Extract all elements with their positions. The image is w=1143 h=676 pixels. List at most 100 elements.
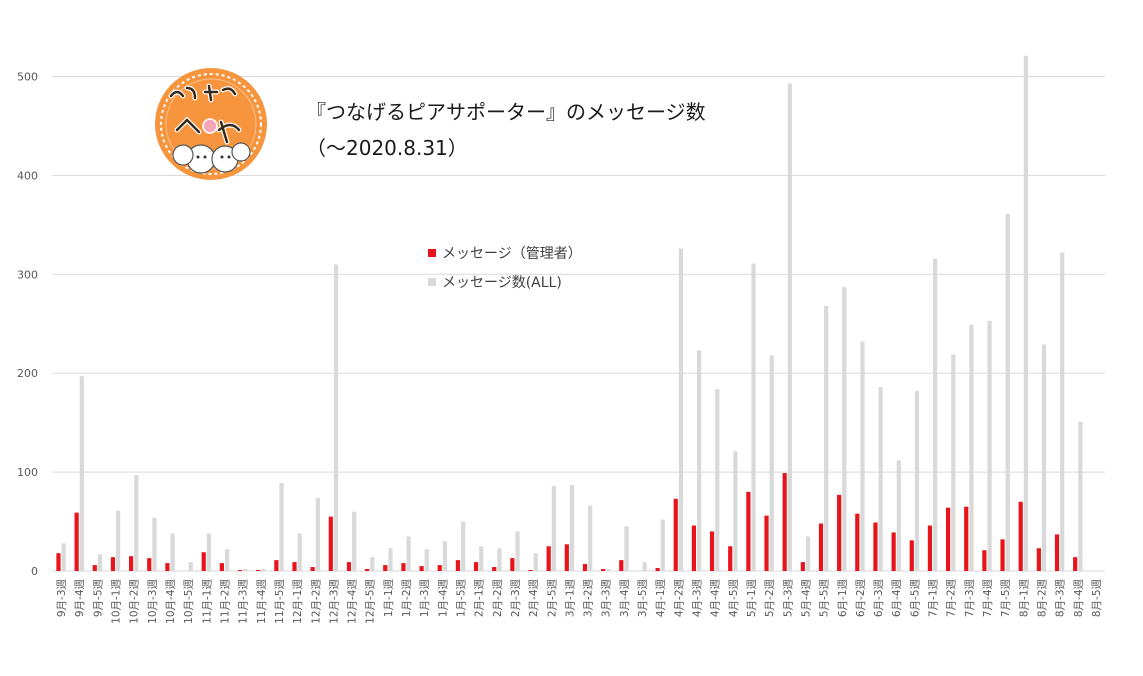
chart-title-line2: （～2020.8.31） — [306, 136, 468, 160]
bar-admin — [619, 560, 624, 571]
x-tick-label: 5月-4週 — [800, 579, 812, 618]
bar-admin — [601, 569, 606, 571]
x-tick-label: 10月-5週 — [183, 579, 195, 624]
bar-admin — [383, 565, 388, 571]
x-tick-label: 9月-5週 — [92, 579, 104, 618]
bar-admin — [401, 563, 406, 571]
bar-admin — [437, 565, 442, 571]
bar-admin — [92, 565, 97, 571]
x-tick-label: 5月-1週 — [746, 579, 758, 618]
bar-all — [624, 526, 629, 571]
y-tick-label: 200 — [17, 367, 38, 380]
bar-all — [987, 320, 992, 571]
x-tick-label: 11月-1週 — [201, 579, 213, 624]
x-tick-label: 4月-1週 — [655, 579, 667, 618]
bar-admin — [1073, 557, 1078, 571]
x-tick-label: 2月-5週 — [546, 579, 558, 618]
bar-admin — [873, 522, 878, 571]
x-tick-label: 4月-2週 — [673, 579, 685, 618]
x-tick-label: 11月-2週 — [219, 579, 231, 624]
bar-all — [769, 355, 774, 571]
x-tick-label: 8月-2週 — [1036, 579, 1048, 618]
bar-admin — [1036, 548, 1041, 571]
x-tick-label: 1月-4週 — [437, 579, 449, 618]
bar-all — [497, 548, 502, 571]
bar-all — [460, 521, 466, 571]
bar-admin — [365, 569, 370, 571]
x-tick-label: 4月-5週 — [728, 579, 740, 618]
x-tick-label: 12月-4週 — [347, 579, 359, 624]
bar-admin — [655, 568, 660, 571]
bar-all — [751, 263, 756, 571]
bar-admin — [74, 512, 79, 571]
x-tick-label: 10月-1週 — [111, 579, 123, 624]
bar-all — [116, 510, 121, 571]
x-tick-label: 12月-5週 — [365, 579, 377, 624]
bar-admin — [1000, 539, 1005, 571]
bar-admin — [492, 567, 497, 571]
bar-all — [642, 562, 647, 571]
bar-admin — [818, 523, 824, 571]
bar-all — [406, 536, 411, 571]
bar-admin — [837, 494, 842, 571]
x-tick-label: 6月-3週 — [873, 579, 885, 618]
bar-admin — [274, 560, 279, 571]
bar-admin — [709, 531, 715, 571]
bar-all — [134, 475, 139, 571]
x-tick-label: 11月-5週 — [274, 579, 286, 624]
bar-all — [551, 485, 556, 571]
x-tick-label: 3月-1週 — [564, 579, 576, 618]
bar-admin — [855, 513, 860, 571]
bar-all — [1078, 421, 1083, 571]
x-tick-label: 2月-2週 — [492, 579, 504, 618]
bar-admin — [419, 566, 424, 571]
legend-label-all: メッセージ数(ALL) — [442, 274, 562, 291]
x-tick-label: 12月-3週 — [328, 579, 340, 624]
bar-all — [914, 391, 920, 571]
bar-all — [224, 549, 230, 571]
y-tick-label: 0 — [31, 565, 38, 578]
bar-all — [878, 387, 883, 571]
x-tick-label: 12月-2週 — [310, 579, 322, 624]
x-tick-label: 6月-1週 — [837, 579, 849, 618]
bar-all — [1023, 55, 1028, 572]
bar-admin — [510, 558, 515, 571]
x-tick-label: 7月-2週 — [946, 579, 958, 618]
bar-admin — [110, 557, 116, 571]
bar-all — [1041, 344, 1047, 571]
bar-all — [261, 569, 266, 571]
bar-admin — [964, 506, 969, 571]
bar-all — [188, 562, 193, 571]
bar-admin — [1054, 534, 1060, 571]
x-tick-label: 2月-1週 — [474, 579, 486, 618]
bar-admin — [891, 532, 896, 571]
x-tick-label: 7月-1週 — [928, 579, 940, 618]
bar-admin — [528, 570, 533, 571]
bar-all — [424, 549, 429, 571]
bar-admin — [945, 507, 951, 571]
x-tick-label: 3月-5週 — [637, 579, 649, 618]
x-tick-label: 8月-4週 — [1073, 579, 1085, 618]
bar-all — [896, 460, 901, 571]
bar-admin — [746, 491, 751, 571]
bar-admin — [582, 564, 588, 571]
bar-admin — [219, 563, 224, 571]
bar-all — [1060, 252, 1065, 572]
y-axis: 0 100 200 300 400 500 — [17, 71, 38, 579]
bar-admin — [256, 570, 261, 571]
bar-all — [569, 484, 575, 571]
bar-all — [170, 533, 175, 571]
x-tick-label: 1月-5週 — [455, 579, 467, 618]
x-tick-label: 6月-5週 — [909, 579, 921, 618]
legend-swatch-all — [428, 277, 436, 286]
legend-item-all: メッセージ数(ALL) — [428, 267, 582, 296]
x-tick-label: 7月-4週 — [982, 579, 994, 618]
x-tick-label: 5月-5週 — [819, 579, 831, 618]
bar-all — [933, 258, 938, 571]
x-tick-label: 11月-3週 — [238, 579, 250, 624]
bar-all — [842, 287, 847, 571]
bar-all — [660, 519, 665, 571]
bar-admin — [691, 525, 697, 571]
bar-all — [588, 505, 593, 571]
bar-admin — [728, 546, 733, 571]
